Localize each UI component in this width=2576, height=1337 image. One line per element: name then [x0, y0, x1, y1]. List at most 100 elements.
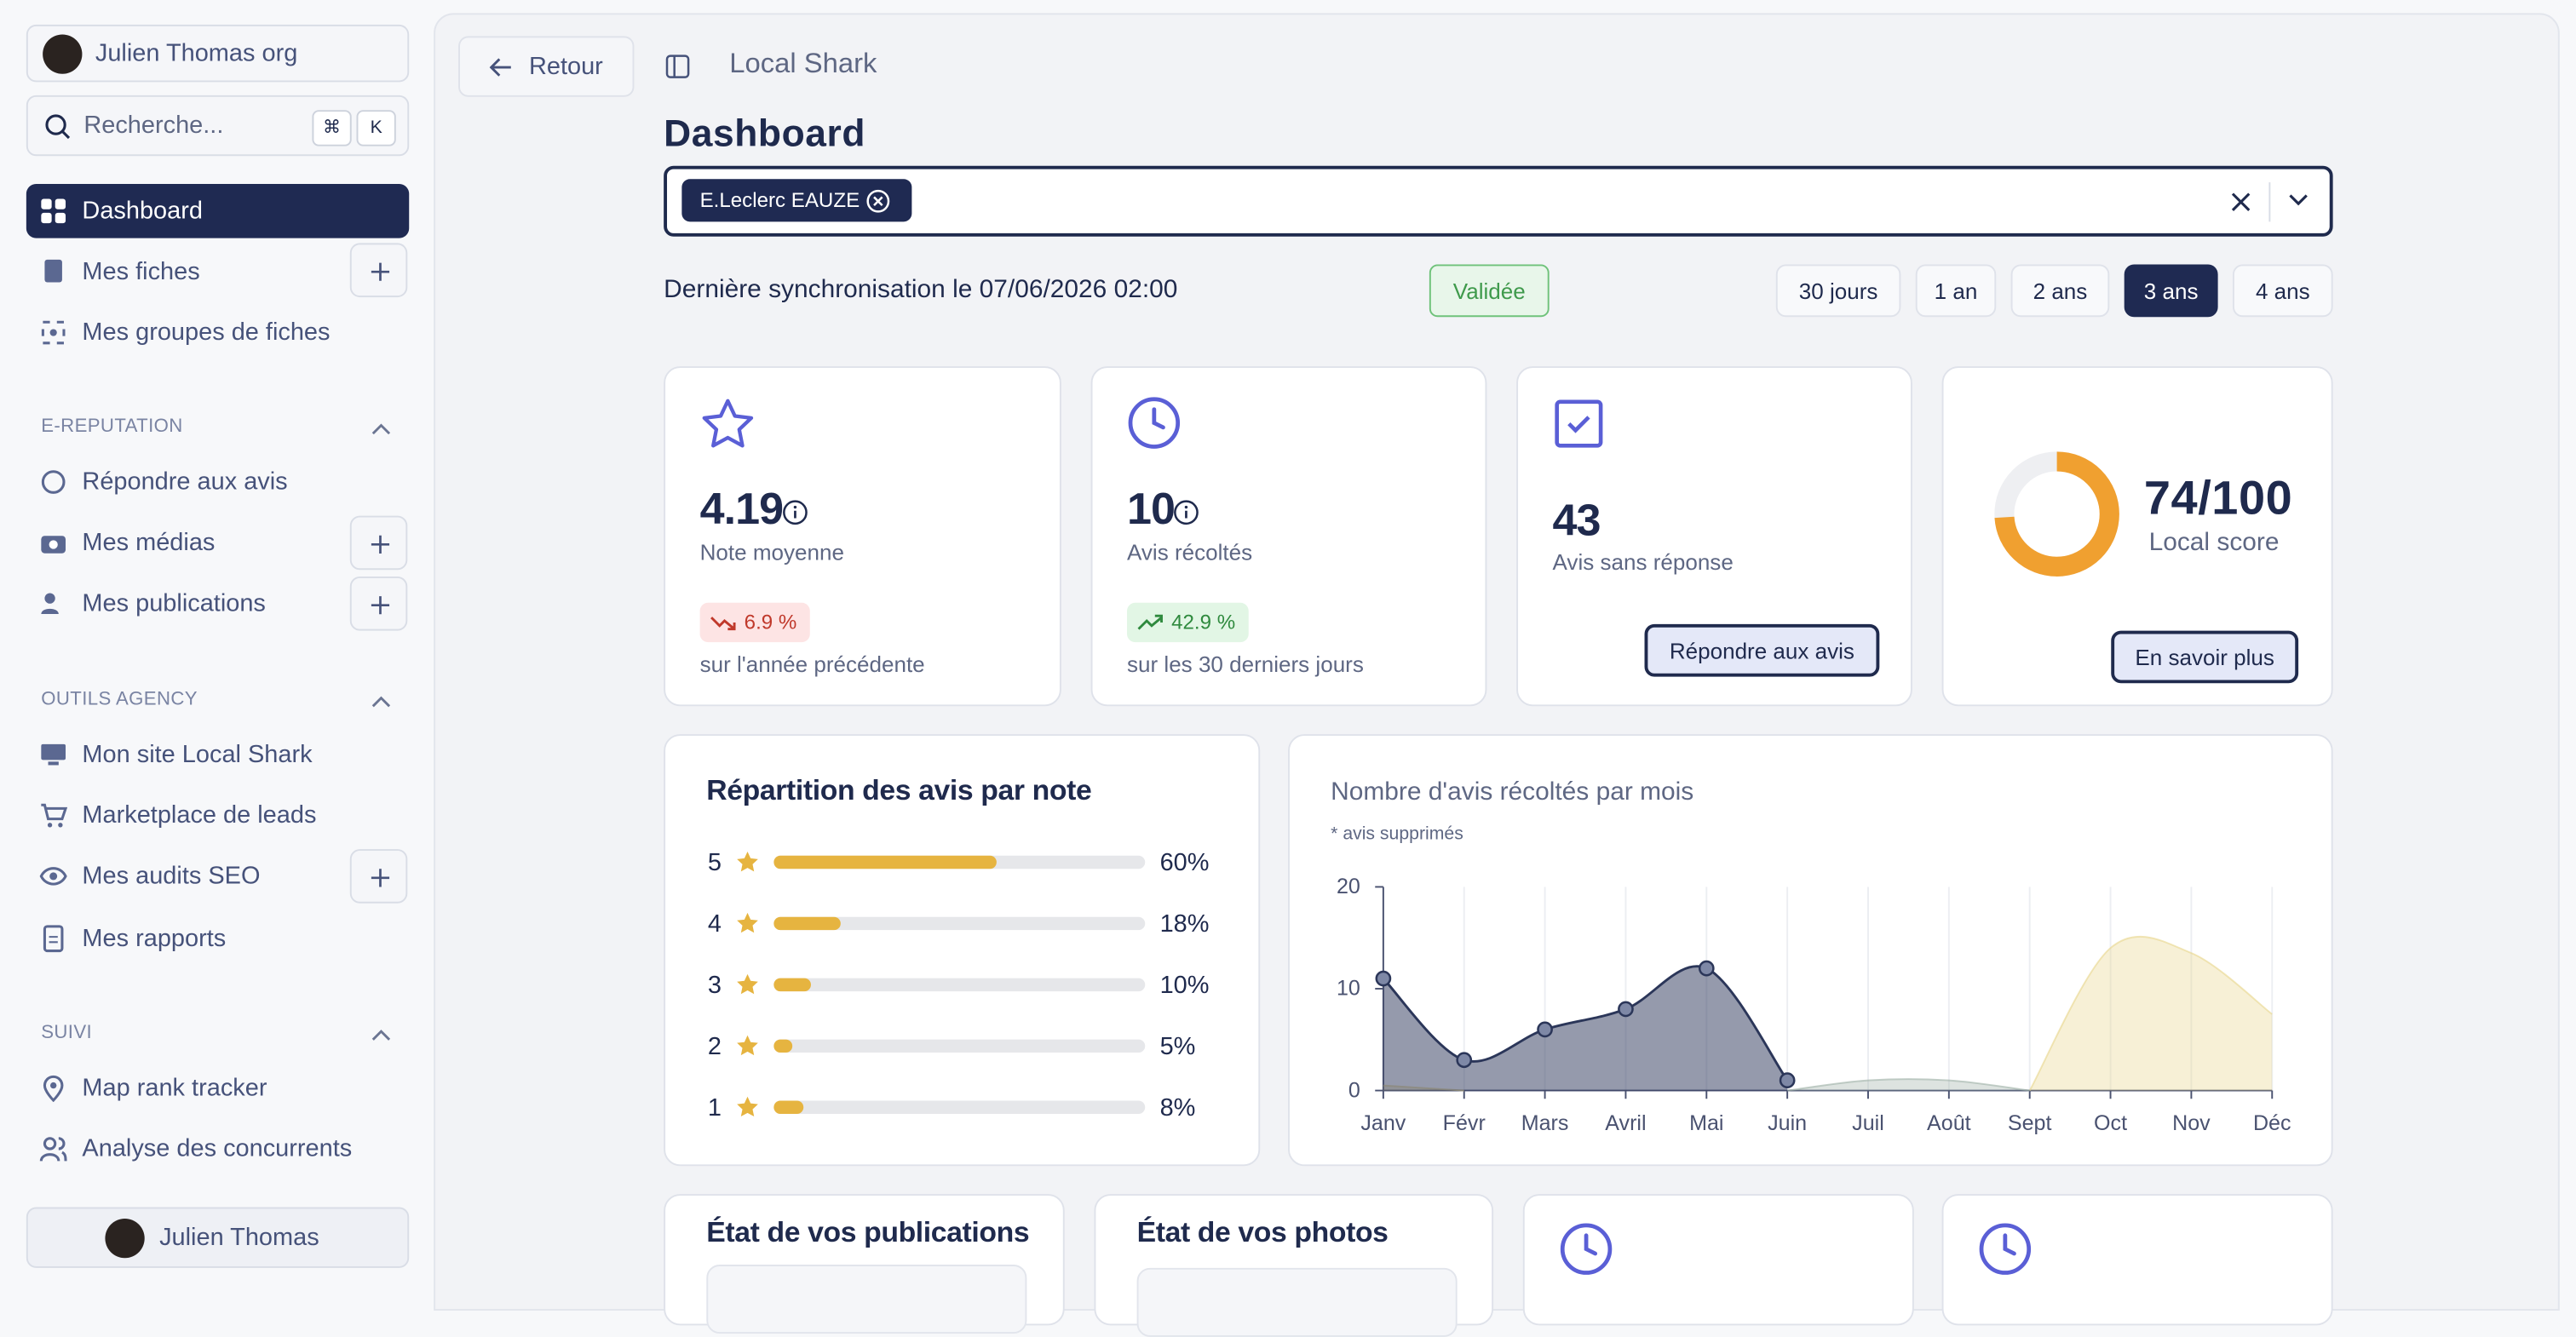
period-button[interactable]: 4 ans: [2232, 264, 2333, 318]
bar-track: [773, 978, 1146, 992]
marker: [1698, 960, 1715, 977]
nav-item[interactable]: Dashboard: [26, 184, 410, 238]
nav-item[interactable]: Mes publications: [26, 577, 409, 631]
bar: [773, 916, 841, 931]
user-menu[interactable]: Julien Thomas: [26, 1207, 410, 1268]
icon: [41, 536, 66, 554]
trend-up-icon: [1137, 614, 1163, 630]
collapse-icon[interactable]: [371, 1028, 391, 1041]
marker: [1537, 1021, 1553, 1038]
nav-item[interactable]: Mes rapports: [26, 911, 409, 966]
nav-item[interactable]: Répondre aux avis: [26, 455, 409, 509]
avatar: [43, 34, 83, 74]
placeholder: [1136, 1267, 1458, 1337]
rating-chart: 5 60%4 18%3 10%2 5%1 8%: [708, 849, 1210, 1122]
bar: [773, 1100, 804, 1114]
icon: [44, 259, 62, 283]
stat-card: [1941, 1194, 2333, 1326]
back-button[interactable]: Retour: [458, 36, 635, 97]
stat-note: sur l'année précédente: [699, 651, 925, 677]
line: [1787, 1078, 2030, 1092]
star-icon: [702, 399, 754, 448]
donut-arc: [1994, 451, 2119, 577]
action-button[interactable]: En savoir plus: [2111, 630, 2299, 684]
collapse-icon[interactable]: [371, 695, 391, 708]
collapse-icon[interactable]: [371, 422, 391, 435]
rating-card: Répartition des avis par note 5 60% 4 18% 3 1…: [664, 734, 1261, 1167]
section-title: SUIVI: [41, 1023, 93, 1043]
chart-title: Nombre d'avis récoltés par mois: [1331, 778, 1694, 806]
value-label: 18%: [1160, 910, 1210, 938]
change-badge: 42.9 %: [1127, 602, 1249, 643]
sync-text: Dernière synchronisation le 07/06/2026 0…: [664, 276, 1178, 304]
action-button[interactable]: Répondre aux avis: [1644, 623, 1880, 677]
add-button[interactable]: [349, 849, 408, 904]
clear-icon[interactable]: [2231, 192, 2251, 212]
photos-card: État de vos photos: [1094, 1194, 1494, 1337]
period-button[interactable]: 1 an: [1915, 264, 1997, 318]
marker: [1375, 970, 1392, 987]
score-value: 74/100: [2143, 473, 2293, 526]
nav-item[interactable]: Analyse des concurrents: [26, 1122, 409, 1176]
chip: E.Leclerc EAUZE: [681, 179, 912, 222]
plus-icon: [371, 869, 390, 887]
chip-remove[interactable]: [865, 189, 890, 214]
nav-label: Mes rapports: [82, 924, 227, 953]
check-icon: [1555, 399, 1603, 448]
kbd: ⌘: [312, 110, 352, 146]
stat-note: sur les 30 derniers jours: [1127, 651, 1364, 677]
location-select[interactable]: E.Leclerc EAUZE: [664, 165, 2333, 237]
info-icon[interactable]: [1173, 499, 1199, 525]
score-card: 74/100 Local score En savoir plus: [1941, 366, 2333, 707]
add-button[interactable]: [349, 515, 408, 571]
area-fill: [1383, 966, 1788, 1091]
change-badge: 6.9 %: [699, 602, 810, 643]
page-title: Dashboard: [664, 112, 866, 155]
info-icon[interactable]: [782, 499, 808, 525]
icon: [489, 57, 511, 76]
org-name: Julien Thomas org: [95, 39, 298, 68]
nav-item[interactable]: Mon site Local Shark: [26, 727, 409, 782]
dropdown-icon[interactable]: [2289, 194, 2309, 207]
category-label: 3: [708, 972, 722, 999]
nav-item[interactable]: Mes groupes de fiches: [26, 306, 409, 360]
period-button[interactable]: 2 ans: [2010, 264, 2110, 318]
nav-label: Mon site Local Shark: [82, 740, 313, 769]
bar-track: [773, 916, 1146, 931]
org-switcher[interactable]: Julien Thomas org: [26, 24, 410, 83]
nav-item[interactable]: Mes audits SEO: [26, 849, 409, 904]
nav-item[interactable]: Mes médias: [26, 516, 409, 571]
add-button[interactable]: [349, 576, 408, 631]
star-icon: [737, 851, 758, 872]
stat-label: Avis récoltés: [1127, 540, 1253, 565]
nav-item[interactable]: Map rank tracker: [26, 1061, 409, 1116]
bar-track: [773, 1039, 1146, 1053]
x-tick-label: Janv: [1360, 1111, 1406, 1135]
value-label: 5%: [1160, 1033, 1196, 1060]
sidebar-toggle[interactable]: [665, 55, 690, 79]
monthly-chart: Janv Févr Mars Avril Mai Juin Juil Août Sept Oct N…: [1337, 875, 2291, 1135]
clock-icon: [1560, 1223, 1613, 1275]
stat-card: [1522, 1194, 1914, 1326]
nav-item[interactable]: Marketplace de leads: [26, 789, 409, 843]
icon: [43, 1075, 64, 1103]
bar: [773, 1039, 793, 1053]
search[interactable]: Recherche... ⌘ K: [26, 95, 410, 157]
plus-icon: [371, 596, 390, 615]
bar: [773, 855, 997, 869]
stat-label: Note moyenne: [699, 540, 844, 565]
bar: [773, 978, 811, 992]
add-button[interactable]: [349, 243, 408, 298]
x-tick-label: Nov: [2172, 1111, 2211, 1135]
stat-card: 10 Avis récoltés 42.9 % sur les 30 derni…: [1090, 366, 1487, 707]
nav-label: Dashboard: [82, 197, 203, 226]
trend-down-icon: [710, 617, 736, 631]
placeholder: [706, 1265, 1027, 1334]
nav-item[interactable]: Mes fiches: [26, 244, 409, 299]
area-fill: [1787, 1079, 2030, 1091]
score-donut: [1994, 451, 2119, 577]
nav-label: Map rank tracker: [82, 1074, 267, 1103]
period-button[interactable]: 30 jours: [1775, 264, 1901, 318]
star-icon: [737, 912, 758, 933]
period-button-active[interactable]: 3 ans: [2124, 264, 2218, 318]
